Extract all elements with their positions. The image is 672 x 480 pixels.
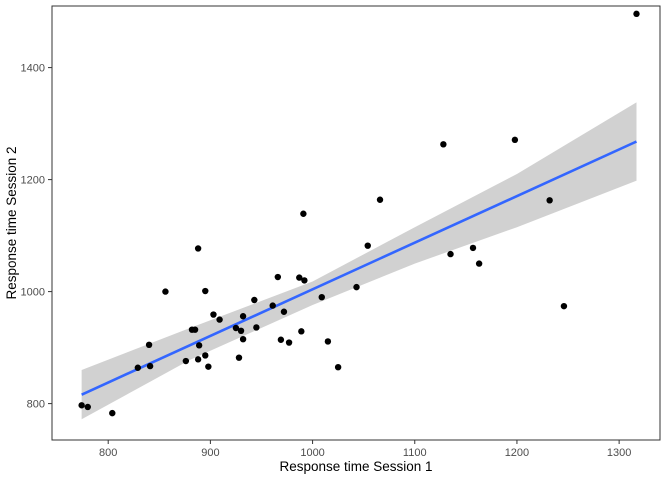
data-point — [301, 277, 308, 284]
data-point — [202, 287, 209, 295]
data-point — [162, 288, 169, 295]
points-layer — [78, 10, 640, 417]
y-tick-label: 800 — [27, 399, 45, 411]
data-point — [296, 274, 303, 281]
x-tick-label: 1100 — [403, 447, 427, 459]
data-point — [269, 302, 276, 309]
data-point — [300, 210, 307, 217]
data-point — [232, 324, 240, 332]
data-point — [469, 244, 477, 252]
data-point — [182, 357, 190, 365]
x-tick-label: 800 — [99, 447, 117, 459]
y-tick-label: 1000 — [21, 287, 45, 299]
data-point — [145, 341, 153, 348]
data-point — [560, 302, 568, 310]
data-point — [511, 136, 519, 144]
data-point — [194, 356, 202, 363]
data-point — [78, 402, 85, 409]
fit-line-layer — [81, 140, 638, 396]
data-point — [376, 196, 384, 203]
data-point — [205, 363, 212, 370]
data-point — [324, 338, 332, 345]
data-point — [109, 409, 116, 417]
data-point — [277, 336, 285, 343]
y-tick-label: 1400 — [21, 63, 45, 75]
data-point — [84, 403, 91, 411]
data-point — [285, 339, 293, 346]
data-point — [633, 10, 640, 18]
data-point — [134, 364, 142, 371]
x-tick-label: 1000 — [300, 447, 324, 459]
data-point — [146, 362, 154, 370]
data-point — [353, 283, 360, 291]
x-axis-title: Response time Session 1 — [279, 459, 432, 474]
data-point — [251, 296, 258, 304]
data-point — [253, 324, 260, 331]
y-axis-title: Response time Session 2 — [4, 146, 19, 299]
data-point — [298, 328, 305, 335]
data-point — [318, 294, 325, 301]
y-tick-label: 1200 — [21, 175, 45, 187]
data-point — [447, 250, 454, 258]
data-point — [237, 327, 245, 334]
confidence-band — [81, 102, 637, 420]
data-point — [191, 326, 199, 333]
y-axis: 800 1000 1200 1400 — [21, 63, 52, 411]
x-tick-label: 1300 — [607, 447, 631, 459]
data-point — [280, 308, 288, 315]
data-point — [475, 260, 483, 267]
data-point — [274, 273, 282, 281]
data-point — [202, 352, 209, 359]
panel-border — [51, 5, 661, 441]
x-tick-label: 1200 — [505, 447, 529, 459]
data-point — [194, 245, 202, 252]
data-point — [235, 354, 243, 361]
data-point — [334, 364, 342, 371]
data-point — [239, 313, 247, 320]
data-point — [546, 197, 553, 204]
regression-line — [81, 140, 638, 396]
data-point — [440, 141, 447, 148]
data-point — [195, 342, 203, 349]
data-point — [364, 242, 371, 249]
confidence-band-layer — [81, 102, 637, 420]
data-point — [210, 311, 217, 318]
x-tick-label: 900 — [201, 447, 219, 459]
data-point — [239, 336, 247, 343]
data-point — [216, 316, 223, 323]
x-axis: 800 900 1000 1100 1200 1300 — [99, 440, 631, 459]
